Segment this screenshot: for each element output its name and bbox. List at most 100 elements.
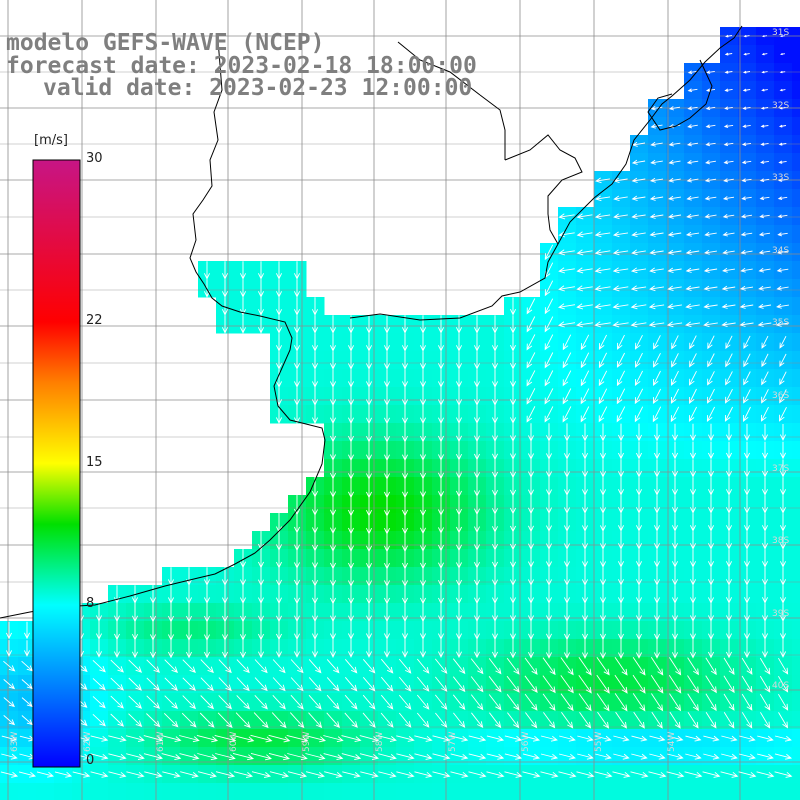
wind-arrow — [685, 249, 700, 255]
wind-arrow — [437, 333, 445, 352]
wind-arrow — [686, 178, 699, 183]
wind-arrow — [779, 335, 787, 349]
wind-arrow — [396, 735, 415, 742]
wind-arrow — [563, 441, 571, 460]
wind-cell — [792, 495, 800, 514]
wind-arrow — [468, 735, 487, 742]
wind-arrow — [725, 371, 733, 386]
wind-arrow — [687, 693, 699, 712]
wind-arrow — [779, 353, 787, 368]
wind-arrow — [383, 369, 391, 388]
wind-arrow — [401, 333, 409, 352]
wind-arrow — [254, 677, 268, 692]
wind-arrow — [272, 659, 286, 674]
wind-arrow — [293, 297, 301, 316]
wind-cell — [594, 783, 613, 800]
wind-arrow — [323, 753, 344, 761]
wind-arrow — [707, 495, 715, 514]
wind-arrow — [740, 214, 753, 219]
wind-arrow — [671, 477, 679, 496]
wind-arrow — [685, 285, 700, 292]
wind-arrow — [131, 638, 139, 659]
wind-arrow — [725, 638, 733, 659]
wind-cell — [486, 783, 505, 800]
wind-arrow — [486, 771, 505, 778]
wind-arrow — [90, 753, 109, 760]
wind-arrow — [161, 753, 182, 761]
wind-arrow — [761, 477, 769, 496]
wind-arrow — [635, 352, 643, 368]
wind-arrow — [704, 196, 717, 201]
colorbar-tick-label: 0 — [86, 753, 95, 768]
wind-arrow — [612, 267, 629, 274]
wind-arrow — [703, 753, 720, 760]
wind-arrow — [146, 659, 161, 673]
longitude-label: 60W — [229, 731, 239, 752]
wind-arrow — [670, 388, 680, 404]
wind-arrow — [669, 693, 682, 712]
wind-arrow — [669, 711, 681, 729]
wind-arrow — [235, 712, 251, 729]
wind-arrow — [290, 659, 304, 674]
wind-arrow — [167, 638, 175, 659]
wind-arrow — [685, 231, 700, 237]
wind-arrow — [452, 694, 466, 711]
wind-arrow — [450, 771, 469, 778]
wind-arrow — [215, 771, 235, 778]
wind-arrow — [617, 441, 625, 460]
wind-arrow — [705, 693, 717, 712]
wind-arrow — [3, 697, 15, 708]
wind-arrow — [221, 567, 229, 586]
wind-arrow — [293, 369, 301, 388]
wind-arrow — [450, 735, 469, 742]
wind-arrow — [488, 676, 502, 693]
wind-arrow — [668, 675, 682, 694]
wind-arrow — [721, 321, 736, 328]
wind-arrow — [741, 142, 752, 147]
wind-arrow — [631, 159, 646, 165]
wind-arrow — [21, 660, 34, 672]
wind-arrow — [631, 231, 646, 238]
wind-arrow — [779, 441, 787, 460]
wind-arrow — [617, 585, 625, 604]
wind-arrow — [290, 677, 304, 692]
latitude-label: 32S — [772, 100, 790, 111]
wind-arrow — [687, 675, 700, 694]
wind-cell — [792, 261, 800, 280]
wind-arrow — [779, 459, 787, 478]
longitude-label: 57W — [448, 731, 458, 752]
wind-arrow — [653, 477, 661, 496]
wind-arrow — [723, 657, 735, 675]
wind-cell — [522, 783, 541, 800]
wind-arrow — [757, 321, 772, 327]
wind-arrow — [128, 659, 143, 673]
wind-arrow — [594, 195, 611, 202]
wind-arrow — [272, 677, 286, 692]
wind-cell — [18, 783, 37, 800]
wind-arrow — [434, 676, 448, 692]
wind-arrow — [685, 267, 700, 273]
wind-arrow — [648, 771, 667, 778]
wind-arrow — [779, 621, 787, 640]
latitude-label: 31S — [772, 28, 790, 38]
wind-arrow — [724, 52, 733, 56]
wind-arrow — [507, 712, 520, 729]
wind-arrow — [108, 753, 127, 760]
wind-arrow — [362, 694, 376, 710]
wind-arrow — [581, 513, 589, 532]
wind-arrow — [544, 388, 554, 405]
wind-arrow — [706, 406, 716, 423]
wind-arrow — [563, 567, 571, 586]
wind-arrow — [326, 659, 340, 674]
wind-arrow — [311, 315, 319, 334]
wind-arrow — [253, 712, 269, 729]
wind-arrow — [707, 441, 715, 460]
wind-arrow — [290, 694, 304, 710]
wind-arrow — [777, 232, 788, 237]
wind-cell — [378, 783, 397, 800]
wind-arrow — [704, 178, 717, 183]
wind-arrow — [113, 639, 121, 659]
wind-cell — [792, 693, 800, 712]
wind-arrow — [649, 177, 664, 183]
